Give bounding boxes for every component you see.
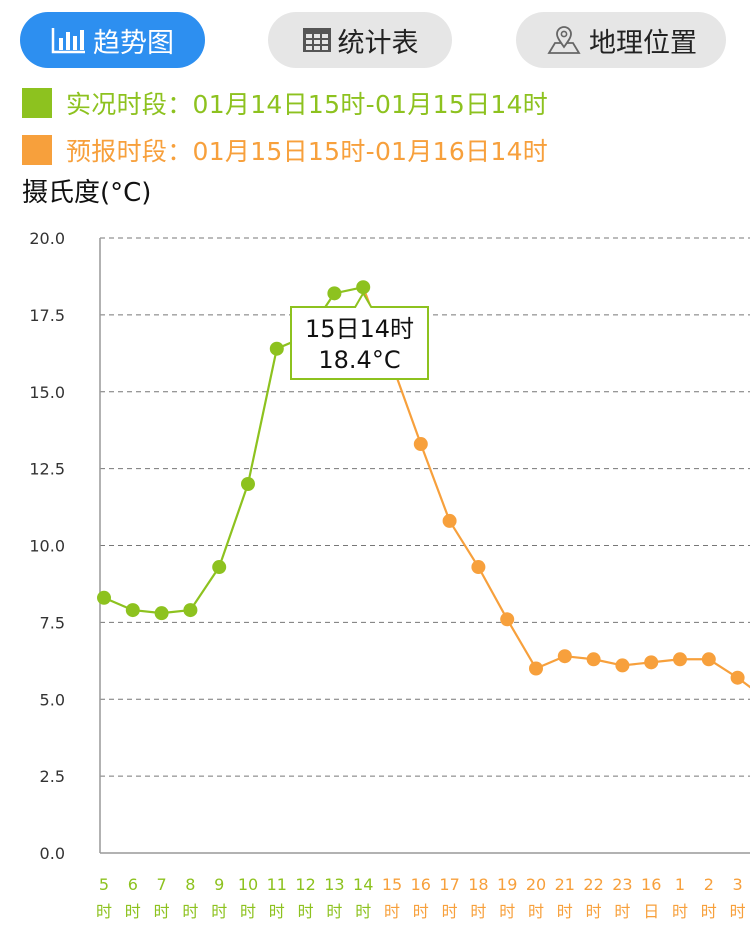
tooltip-value: 18.4°C <box>318 346 400 374</box>
data-point-forecast <box>730 670 745 685</box>
x-tick-label: 11 <box>267 875 287 894</box>
x-tick-label: 23 <box>612 875 632 894</box>
tooltip-box <box>290 291 429 380</box>
y-tick-label: 0.0 <box>40 844 65 863</box>
legend-actual: 实况时段：01月14日15时-01月15日14时 <box>22 86 548 120</box>
legend-forecast: 预报时段：01月15日15时-01月16日14时 <box>22 133 548 167</box>
y-tick-label: 12.5 <box>29 460 65 479</box>
data-point-actual <box>97 590 111 605</box>
tab-label: 统计表 <box>337 27 419 59</box>
data-point-actual <box>356 280 371 295</box>
x-tick-label: 13 <box>324 875 344 894</box>
data-point-forecast <box>413 437 428 452</box>
x-tick-label: 17 <box>439 875 459 894</box>
x-tick-label: 8 <box>185 875 195 894</box>
x-tick-label: 1 <box>675 875 685 894</box>
x-tick-label: 时 <box>413 902 429 921</box>
table-grid-icon <box>302 28 331 52</box>
x-tick-label: 时 <box>730 902 746 921</box>
x-tick-label: 时 <box>298 902 314 921</box>
data-point-forecast <box>557 649 572 664</box>
x-tick-label: 时 <box>701 902 717 921</box>
x-tick-label: 时 <box>355 902 371 921</box>
x-tick-label: 时 <box>154 902 170 921</box>
y-tick-label: 2.5 <box>40 767 65 786</box>
y-tick-label: 20.0 <box>29 229 65 248</box>
x-tick-label: 5 <box>99 875 109 894</box>
x-tick-label: 时 <box>125 902 141 921</box>
data-point-forecast <box>586 652 601 667</box>
x-tick-label: 日 <box>643 902 659 921</box>
data-point-actual <box>241 477 255 491</box>
x-tick-label: 7 <box>157 875 167 894</box>
x-tick-label: 19 <box>497 875 517 894</box>
x-tick-label: 9 <box>214 875 224 894</box>
tab-trend[interactable]: 趋势图 <box>20 12 205 68</box>
x-tick-label: 2 <box>704 875 714 894</box>
data-point-forecast <box>471 560 486 575</box>
tab-table[interactable]: 统计表 <box>268 12 452 68</box>
x-tick-label: 3 <box>733 875 743 894</box>
tab-geo[interactable]: 地理位置 <box>516 12 726 68</box>
x-tick-label: 时 <box>586 902 602 921</box>
tab-label: 趋势图 <box>93 27 174 59</box>
x-tick-label: 时 <box>499 902 515 921</box>
legend-swatch-forecast <box>22 135 52 165</box>
x-tick-label: 18 <box>468 875 488 894</box>
data-point-forecast <box>644 655 659 670</box>
x-tick-label: 16 <box>411 875 431 894</box>
x-tick-label: 14 <box>353 875 373 894</box>
y-tick-label: 17.5 <box>29 306 65 325</box>
x-tick-label: 时 <box>182 902 198 921</box>
map-pin-icon <box>547 26 581 54</box>
data-point-actual <box>327 286 342 301</box>
tooltip-time: 15日14时 <box>305 315 414 343</box>
data-point-forecast <box>529 661 543 676</box>
data-point-actual <box>154 606 169 621</box>
y-tick-label: 15.0 <box>29 383 65 402</box>
data-point-forecast <box>442 513 457 528</box>
x-tick-label: 15 <box>382 875 402 894</box>
temperature-line-chart: 0.02.55.07.510.012.515.017.520.05时6时7时8时… <box>29 229 750 921</box>
x-tick-label: 时 <box>557 902 573 921</box>
data-point-forecast <box>500 612 515 627</box>
y-tick-label: 7.5 <box>40 613 65 632</box>
data-point-forecast <box>615 658 630 673</box>
x-tick-label: 时 <box>211 902 227 921</box>
x-tick-label: 时 <box>528 902 544 921</box>
x-tick-label: 时 <box>614 902 630 921</box>
x-tick-label: 时 <box>326 902 342 921</box>
y-axis-unit-label: 摄氏度(°C) <box>22 178 152 208</box>
data-point-actual <box>125 603 140 618</box>
x-tick-label: 时 <box>384 902 400 921</box>
x-tick-label: 时 <box>96 902 112 921</box>
x-tick-label: 16 <box>641 875 661 894</box>
bar-chart-icon <box>51 28 85 54</box>
legend-text-forecast: 预报时段：01月15日15时-01月16日14时 <box>66 137 549 166</box>
data-point-forecast <box>701 652 716 667</box>
x-tick-label: 21 <box>555 875 575 894</box>
x-tick-label: 时 <box>442 902 458 921</box>
x-tick-label: 22 <box>583 875 603 894</box>
x-tick-label: 时 <box>470 902 486 921</box>
legend-swatch-actual <box>22 88 52 118</box>
data-point-actual <box>183 603 198 618</box>
x-tick-label: 时 <box>240 902 256 921</box>
legend-text-actual: 实况时段：01月14日15时-01月15日14时 <box>66 90 549 119</box>
x-tick-label: 时 <box>672 902 688 921</box>
tab-label: 地理位置 <box>589 27 697 59</box>
data-point-actual <box>269 341 284 356</box>
data-point-actual <box>212 560 227 575</box>
x-tick-label: 20 <box>526 875 546 894</box>
y-tick-label: 10.0 <box>29 537 65 556</box>
x-tick-label: 6 <box>128 875 138 894</box>
x-tick-label: 时 <box>269 902 285 921</box>
x-tick-label: 12 <box>295 875 315 894</box>
data-point-forecast <box>673 652 687 667</box>
x-tick-label: 10 <box>238 875 258 894</box>
y-tick-label: 5.0 <box>40 690 65 709</box>
